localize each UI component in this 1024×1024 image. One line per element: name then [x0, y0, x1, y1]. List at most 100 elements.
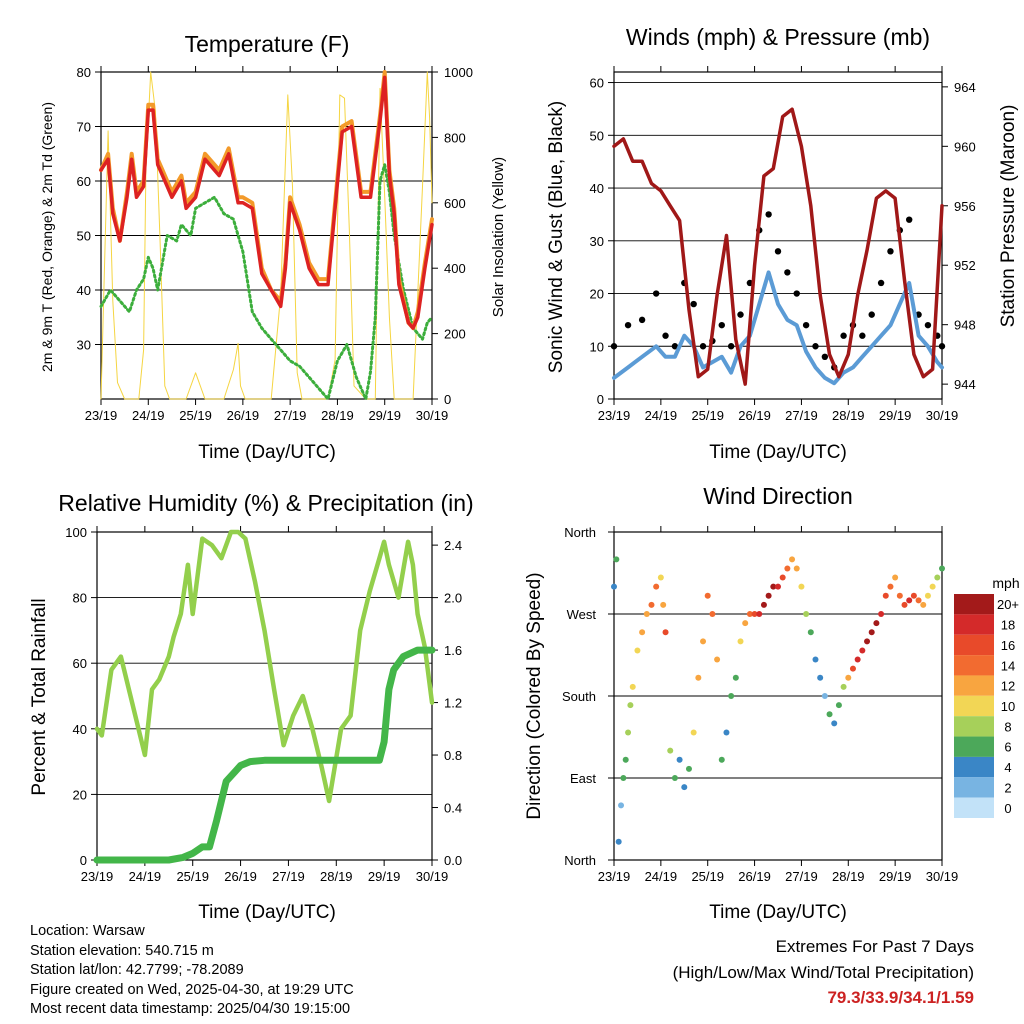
y2-tick-label: 2.0: [444, 591, 462, 606]
y-tick-label: East: [570, 771, 596, 786]
wind-direction-title: Wind Direction: [703, 483, 853, 509]
humidity-panel: Relative Humidity (%) & Precipitation (i…: [29, 490, 474, 923]
direction-point: [639, 629, 646, 636]
direction-point: [779, 574, 786, 581]
x-tick-label: 27/19: [274, 408, 307, 423]
x-tick-label: 23/19: [598, 408, 631, 423]
colorbar-label: 16: [1001, 638, 1015, 653]
x-tick-label: 23/19: [598, 869, 631, 884]
plot-frame: [613, 71, 943, 400]
direction-point: [864, 638, 871, 645]
direction-point: [667, 747, 674, 754]
gust-point: [671, 343, 679, 350]
y-tick-label: 60: [73, 656, 87, 671]
gust-point: [774, 248, 782, 255]
x-tick-label: 26/19: [227, 408, 260, 423]
y-tick-label: 80: [77, 65, 91, 80]
colorbar-swatch: [954, 655, 994, 676]
gust-point: [840, 332, 847, 339]
gust-point: [812, 343, 819, 350]
x-tick-label: 24/19: [129, 869, 162, 884]
gust-point: [652, 290, 660, 297]
colorbar-label: 6: [1004, 740, 1011, 755]
direction-point: [625, 729, 632, 736]
direction-point: [939, 565, 945, 572]
gust-point: [868, 311, 875, 318]
gust-point: [924, 321, 932, 329]
y-tick-label: 0: [597, 392, 604, 407]
winds-xlabel: Time (Day/UTC): [709, 442, 847, 463]
y2-tick-label: 948: [954, 318, 976, 333]
temperature-ylabel: 2m & 9m T (Red, Orange) & 2m Td (Green): [39, 102, 55, 372]
x-tick-label: 28/19: [320, 869, 353, 884]
direction-point: [831, 720, 838, 727]
direction-point: [924, 592, 931, 599]
direction-point: [793, 565, 800, 572]
temp-2m-line: [99, 75, 434, 330]
x-tick-label: 23/19: [85, 408, 118, 423]
direction-point: [685, 765, 692, 772]
temperature-title: Temperature (F): [185, 31, 350, 57]
gust-point: [821, 353, 829, 361]
y2-tick-label: 400: [444, 261, 466, 276]
direction-point: [723, 729, 730, 736]
x-tick-label: 28/19: [832, 869, 865, 884]
direction-point: [657, 574, 664, 581]
direction-point: [915, 597, 922, 604]
direction-point: [826, 711, 833, 718]
y-tick-label: 0: [80, 853, 87, 868]
direction-point: [901, 601, 908, 608]
humidity-title: Relative Humidity (%) & Precipitation (i…: [58, 490, 473, 516]
dewpoint-line: [99, 163, 434, 401]
direction-point: [821, 693, 828, 699]
x-tick-label: 29/19: [879, 869, 912, 884]
x-tick-label: 25/19: [176, 869, 209, 884]
colorbar-label: 0: [1004, 801, 1011, 816]
colorbar-swatch: [954, 634, 994, 656]
direction-point: [618, 802, 625, 809]
y-tick-label: 50: [77, 229, 91, 244]
x-tick-label: 29/19: [368, 408, 401, 423]
direction-point: [892, 574, 899, 581]
humidity-ylabel: Percent & Total Rainfall: [29, 598, 50, 795]
x-tick-label: 27/19: [785, 408, 818, 423]
direction-point: [629, 683, 636, 690]
x-tick-label: 29/19: [879, 408, 912, 423]
x-tick-label: 27/19: [785, 869, 818, 884]
temperature-panel: Temperature (F) Time (Day/UTC) 2m & 9m T…: [39, 31, 507, 463]
station-info: Location: Warsaw Station elevation: 540.…: [30, 922, 354, 1020]
direction-point: [742, 620, 749, 627]
x-tick-label: 26/19: [738, 408, 771, 423]
y2-tick-label: 2.4: [444, 538, 462, 553]
y-tick-label: North: [564, 853, 596, 868]
direction-point: [718, 756, 725, 763]
y-tick-label: 50: [590, 128, 604, 143]
direction-point: [765, 592, 772, 599]
y-tick-label: North: [564, 525, 596, 540]
gust-point: [610, 343, 618, 350]
y-tick-label: 60: [590, 76, 604, 91]
colorbar-swatch: [954, 777, 994, 798]
colorbar-label: 8: [1004, 719, 1011, 734]
temperature-xlabel: Time (Day/UTC): [198, 442, 336, 463]
direction-point: [849, 665, 856, 672]
temperature-y2label: Solar Insolation (Yellow): [490, 157, 507, 317]
x-tick-label: 30/19: [926, 869, 959, 884]
y2-tick-label: 800: [444, 130, 466, 145]
pressure-line: [612, 107, 944, 386]
gust-point: [784, 269, 791, 276]
direction-point: [817, 674, 824, 681]
direction-point: [676, 756, 683, 763]
direction-point: [803, 611, 810, 617]
extremes-box: Extremes For Past 7 Days (High/Low/Max W…: [673, 934, 974, 1011]
gust-point: [690, 300, 697, 308]
direction-point: [798, 583, 805, 590]
colorbar-label: 2: [1004, 780, 1011, 795]
y-tick-label: 20: [590, 287, 604, 302]
y-tick-label: 100: [65, 525, 87, 540]
direction-point: [840, 683, 847, 690]
recent-data-timestamp: Most recent data timestamp: 2025/04/30 1…: [30, 1001, 351, 1017]
direction-point: [648, 601, 655, 608]
y-tick-label: 70: [77, 120, 91, 135]
